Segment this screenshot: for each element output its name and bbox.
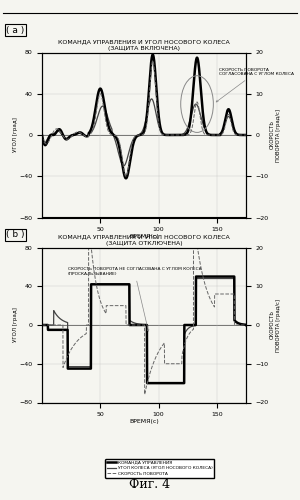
X-axis label: ВРЕМЯ(с): ВРЕМЯ(с) bbox=[129, 234, 159, 238]
Legend: КОМАНДА УПРАВЛЕНИЯ, УГОЛ КОЛЕСА (УГОЛ НОСОВОГО КОЛЕСА), СКОРОСТЬ ПОВОРОТА: КОМАНДА УПРАВЛЕНИЯ, УГОЛ КОЛЕСА (УГОЛ НО… bbox=[105, 459, 214, 477]
Title: КОМАНДА УПРАВЛЕНИЯ И УГОЛ НОСОВОГО КОЛЕСА
(ЗАЩИТА ВКЛЮЧЕНА): КОМАНДА УПРАВЛЕНИЯ И УГОЛ НОСОВОГО КОЛЕС… bbox=[58, 40, 230, 50]
Y-axis label: СКОРОСТЬ
ПОВОРОТА [град/с]: СКОРОСТЬ ПОВОРОТА [град/с] bbox=[270, 108, 281, 162]
Legend: КОМАНДА УПРАВЛЕНИЯ, УГОЛ КОЛЕСА (УГОЛ НОСОВОГО КОЛЕСА), СКОРОСТЬ ПОВОРОТА: КОМАНДА УПРАВЛЕНИЯ, УГОЛ КОЛЕСА (УГОЛ НО… bbox=[105, 266, 214, 284]
Y-axis label: УГОЛ [град]: УГОЛ [град] bbox=[13, 118, 18, 152]
Text: СКОРОСТЬ ПОВОРОТА НЕ СОГЛАСОВАНА С УГЛОМ КОЛЕСА
(ПРОСКАЛЬЗЫВАНИЕ): СКОРОСТЬ ПОВОРОТА НЕ СОГЛАСОВАНА С УГЛОМ… bbox=[68, 267, 201, 331]
Text: ( a ): ( a ) bbox=[6, 26, 24, 35]
Text: ( b ): ( b ) bbox=[6, 230, 25, 239]
Y-axis label: УГОЛ [град]: УГОЛ [град] bbox=[13, 308, 18, 342]
Text: Фиг. 4: Фиг. 4 bbox=[129, 478, 171, 490]
Title: КОМАНДА УПРАВЛЕНИЯ И УГОЛ НОСОВОГО КОЛЕСА
(ЗАЩИТА ОТКЛЮЧЕНА): КОМАНДА УПРАВЛЕНИЯ И УГОЛ НОСОВОГО КОЛЕС… bbox=[58, 234, 230, 246]
Text: СКОРОСТЬ ПОВОРОТА
СОГЛАСОВАНА С УГЛОМ КОЛЕСА: СКОРОСТЬ ПОВОРОТА СОГЛАСОВАНА С УГЛОМ КО… bbox=[216, 68, 294, 102]
Y-axis label: СКОРОСТЬ
ПОВОРОТА [град/с]: СКОРОСТЬ ПОВОРОТА [град/с] bbox=[270, 298, 281, 352]
X-axis label: ВРЕМЯ(с): ВРЕМЯ(с) bbox=[129, 418, 159, 424]
